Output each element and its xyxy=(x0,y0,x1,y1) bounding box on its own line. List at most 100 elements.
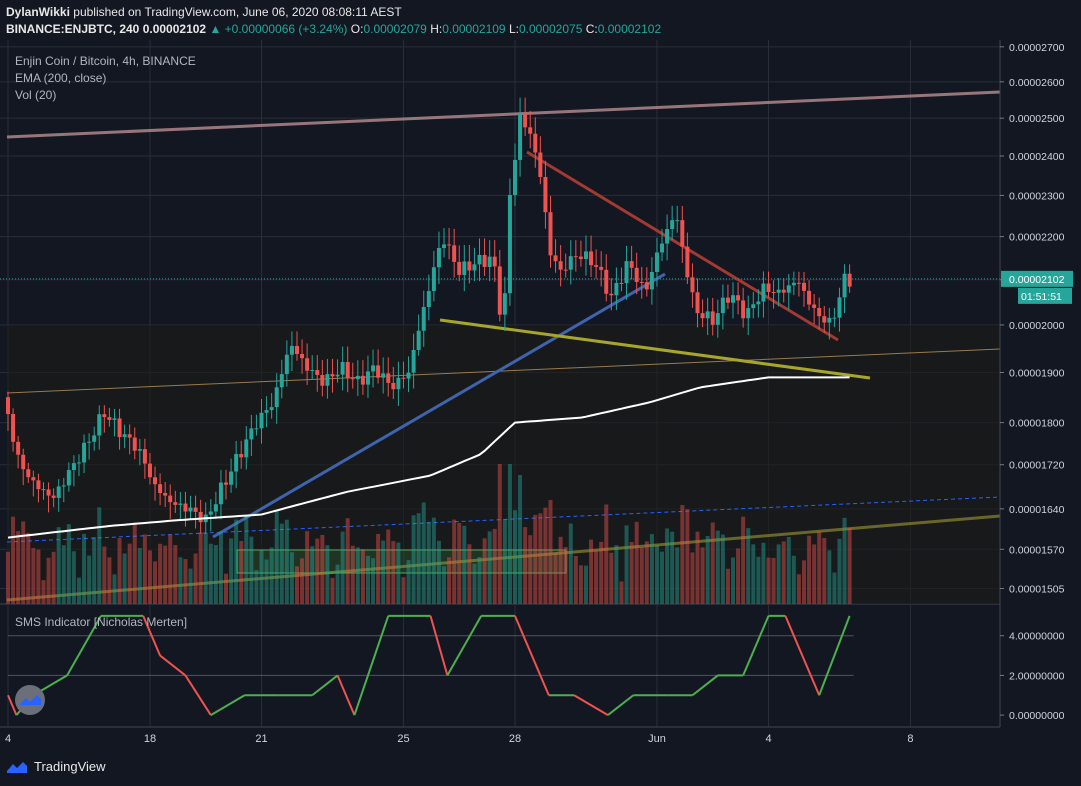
candle-body xyxy=(832,317,837,319)
volume-bar xyxy=(609,552,614,604)
candle-body xyxy=(51,495,56,498)
volume-bar xyxy=(670,531,675,604)
candle-body xyxy=(406,372,411,379)
candle-body xyxy=(568,256,573,270)
candle-body xyxy=(685,246,690,278)
candle-body xyxy=(533,133,538,153)
candle-body xyxy=(776,289,781,293)
candle-body xyxy=(218,482,223,505)
volume-bar xyxy=(781,541,786,604)
candle-body xyxy=(426,291,431,308)
volume-bar xyxy=(487,531,492,604)
volume-bar xyxy=(396,542,401,604)
candle-body xyxy=(725,297,730,303)
candle-body xyxy=(538,152,543,178)
axes: 0.00002700 0.00002600 0.00002500 0.00002400… xyxy=(0,40,1073,745)
sms-segment xyxy=(336,675,356,716)
candle-body xyxy=(695,292,700,314)
volume-bar xyxy=(776,544,781,604)
candle-body xyxy=(513,159,517,195)
candle-body xyxy=(92,435,97,442)
candle-body xyxy=(665,229,670,244)
candle-body xyxy=(259,412,264,429)
volume-bar xyxy=(345,518,350,604)
publish-info: published on TradingView.com, June 06, 2… xyxy=(73,5,402,19)
candle-body xyxy=(371,365,376,372)
candle-body xyxy=(102,414,107,418)
volume-bar xyxy=(513,510,517,604)
volume-bar xyxy=(234,519,239,604)
volume-bar xyxy=(249,536,254,604)
last-price-tag xyxy=(1001,270,1073,287)
volume-bar xyxy=(365,555,370,604)
volume-bar xyxy=(457,522,462,604)
volume-bar xyxy=(720,534,725,604)
volume-bar xyxy=(117,538,122,604)
candle-body xyxy=(178,503,183,505)
candle-body xyxy=(269,407,274,411)
candle-body xyxy=(122,434,127,438)
h-value: 0.00002109 xyxy=(442,22,506,36)
volume-bar xyxy=(705,535,710,604)
candle-body xyxy=(741,300,746,319)
sms-segment xyxy=(818,615,851,696)
volume-bar xyxy=(66,524,71,604)
candle-body xyxy=(264,410,269,413)
sms-segment xyxy=(446,615,483,676)
price-tick-label: 0.00002700 xyxy=(1009,42,1065,54)
volume-bar xyxy=(173,545,178,604)
volume-bar xyxy=(847,527,852,604)
candle-body xyxy=(563,269,568,271)
time-tick-label: 25 xyxy=(397,733,409,745)
tradingview-corner-logo[interactable] xyxy=(15,685,45,715)
candle-body xyxy=(239,454,244,458)
candle-body xyxy=(345,361,350,379)
volume-bar xyxy=(208,543,213,604)
volume-bar xyxy=(71,551,76,604)
volume-bar xyxy=(305,531,310,604)
volume-bar xyxy=(6,551,10,604)
tradingview-logo-icon xyxy=(7,761,27,773)
volume-bar xyxy=(254,570,259,604)
volume-bar xyxy=(26,532,31,604)
volume-bar xyxy=(376,533,381,604)
sms-segment xyxy=(514,615,550,696)
candle-body xyxy=(300,354,305,359)
volume-bar xyxy=(675,547,680,604)
volume-bar xyxy=(274,510,279,604)
volume-bar xyxy=(578,565,583,604)
volume-bar xyxy=(340,531,345,604)
volume-bar xyxy=(619,581,624,604)
candle-body xyxy=(142,449,147,464)
volume-bar xyxy=(401,577,406,604)
volume-bar xyxy=(604,504,609,604)
candle-body xyxy=(305,358,310,371)
candle-body xyxy=(158,484,163,494)
volume-bar xyxy=(284,519,289,604)
candle-body xyxy=(786,285,791,293)
candle-body xyxy=(350,378,355,380)
volume-bar xyxy=(599,541,604,604)
sms-tick-label: 2.00000000 xyxy=(1009,670,1065,682)
volume-bar xyxy=(502,519,507,604)
volume-bar xyxy=(649,534,654,604)
candle-body xyxy=(462,261,467,275)
candle-body xyxy=(573,256,578,258)
candle-body xyxy=(112,418,117,420)
volume-bar xyxy=(168,534,173,604)
volume-bar xyxy=(122,553,127,604)
volume-bar xyxy=(386,529,391,604)
candle-body xyxy=(543,177,548,213)
candle-body xyxy=(163,493,168,496)
volume-bar xyxy=(112,574,117,604)
brand-footer[interactable]: TradingView xyxy=(6,759,106,774)
candle-body xyxy=(675,220,680,222)
price-tick-label: 0.00002400 xyxy=(1009,151,1065,163)
volume-bar xyxy=(563,547,568,604)
candle-body xyxy=(168,495,173,503)
candle-body xyxy=(837,297,842,318)
volume-bar xyxy=(82,533,87,604)
brand-name: TradingView xyxy=(34,759,106,774)
sms-tick-label: 4.00000000 xyxy=(1009,631,1065,643)
